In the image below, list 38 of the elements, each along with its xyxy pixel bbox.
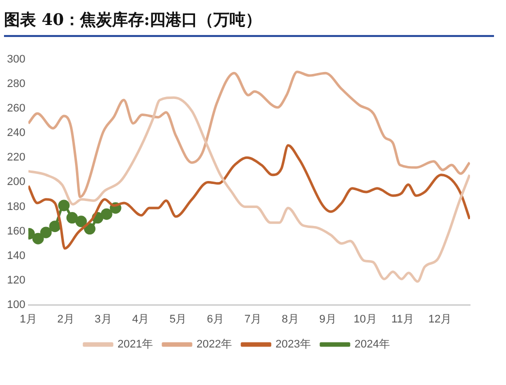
x-tick-label: 2月 — [57, 313, 74, 326]
point — [32, 232, 44, 244]
y-tick-label: 200 — [6, 176, 26, 188]
x-tick-label: 12月 — [428, 313, 452, 326]
y-tick-label: 220 — [6, 152, 26, 164]
y-tick-label: 280 — [6, 78, 26, 90]
x-tick-label: 7月 — [244, 313, 262, 326]
x-tick-label: 4月 — [132, 313, 150, 326]
x-tick-label: 5月 — [170, 313, 187, 326]
y-tick-label: 140 — [6, 250, 26, 262]
chart-title: 图表 40：焦炭库存:四港口（万吨） — [4, 10, 494, 37]
x-tick-label: 9月 — [319, 313, 336, 326]
x-tick-label: 11月 — [391, 313, 414, 326]
y-tick-label: 120 — [6, 274, 26, 286]
legend-label: 2021年 — [118, 338, 154, 351]
point — [84, 223, 96, 235]
line-series — [28, 144, 470, 250]
point — [40, 226, 52, 238]
y-tick-label: 260 — [6, 102, 26, 115]
x-tick-label: 3月 — [94, 313, 112, 326]
point — [100, 208, 112, 220]
line-series — [28, 96, 470, 283]
x-tick-label: 6月 — [206, 313, 224, 326]
point — [75, 216, 87, 228]
point — [49, 220, 61, 232]
line-series — [28, 70, 470, 198]
y-tick-label: 240 — [6, 127, 26, 140]
point — [58, 200, 70, 212]
x-tick-label: 8月 — [282, 313, 299, 326]
legend-label: 2024年 — [354, 338, 390, 351]
legend-label: 2023年 — [276, 338, 311, 351]
y-tick-label: 180 — [6, 200, 26, 213]
x-tick-label: 1月 — [20, 313, 37, 326]
y-tick-label: 160 — [6, 225, 26, 238]
y-tick-label: 100 — [6, 298, 26, 311]
x-tick-label: 10月 — [354, 313, 377, 326]
y-tick-label: 300 — [6, 54, 26, 66]
legend-label: 2022年 — [196, 338, 232, 351]
